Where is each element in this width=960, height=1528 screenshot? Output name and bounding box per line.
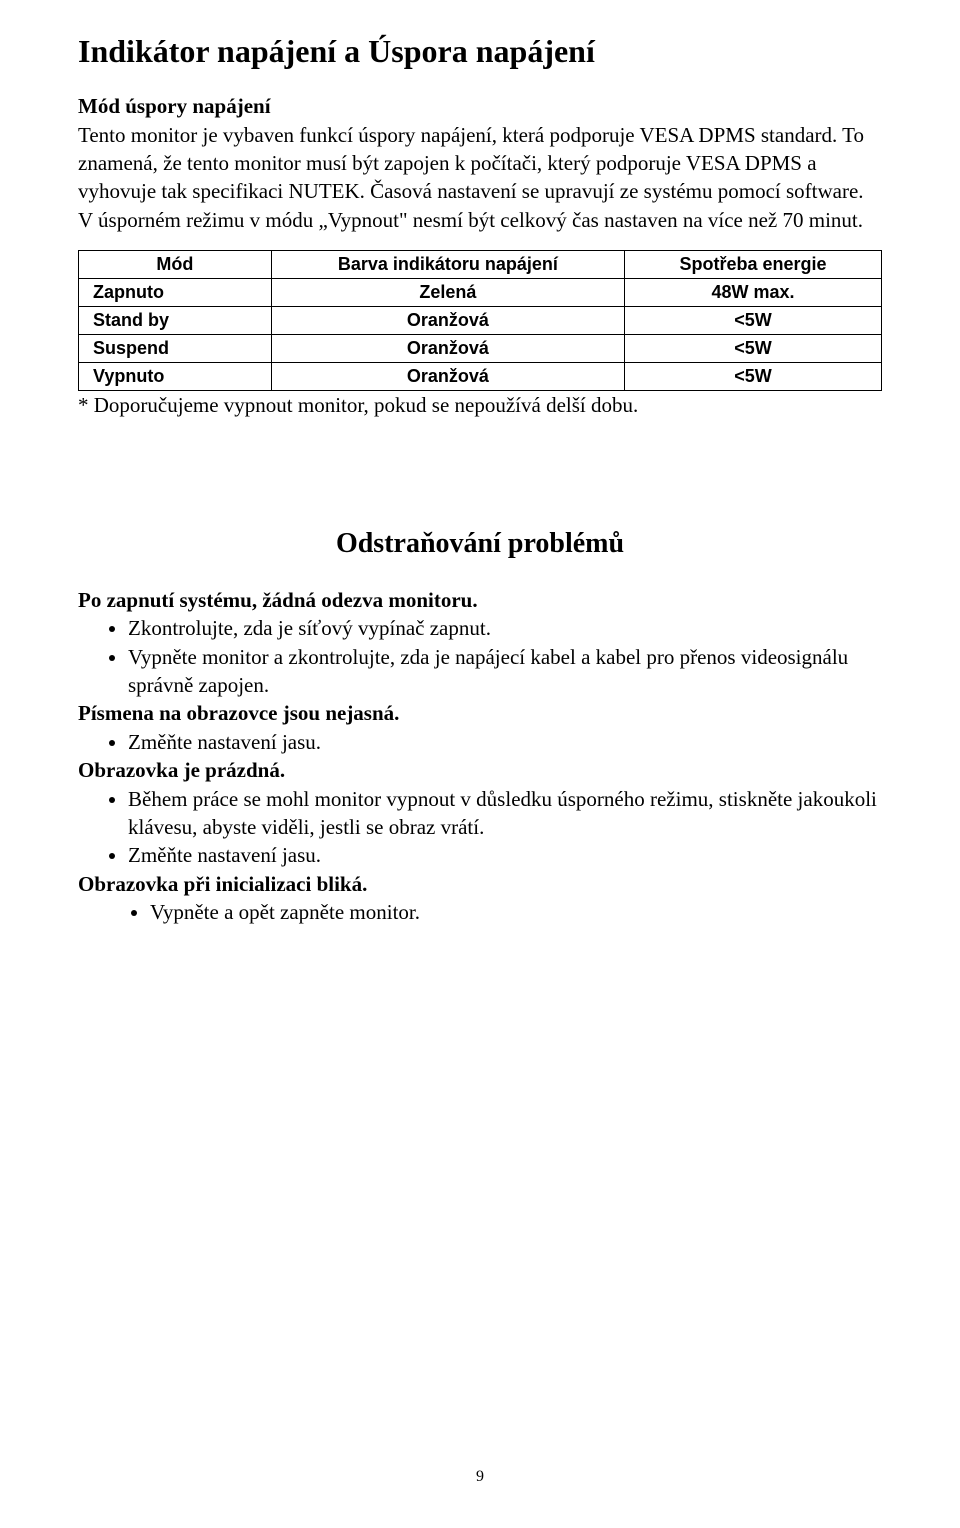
issue-bullets: Zkontrolujte, zda je síťový vypínač zapn… [78, 614, 882, 699]
table-row: Vypnuto Oranžová <5W [79, 363, 882, 391]
bullet-item: Změňte nastavení jasu. [128, 841, 882, 869]
bullet-item: Zkontrolujte, zda je síťový vypínač zapn… [128, 614, 882, 642]
td-energy: <5W [625, 363, 882, 391]
troubleshoot-block: Po zapnutí systému, žádná odezva monitor… [78, 586, 882, 926]
td-energy: <5W [625, 335, 882, 363]
table-footnote: * Doporučujeme vypnout monitor, pokud se… [78, 393, 882, 418]
td-indicator: Zelená [271, 279, 624, 307]
td-mode: Stand by [79, 307, 272, 335]
th-indicator: Barva indikátoru napájení [271, 251, 624, 279]
page-number: 9 [0, 1468, 960, 1486]
issue-bullets: Změňte nastavení jasu. [78, 728, 882, 756]
power-mode-table: Mód Barva indikátoru napájení Spotřeba e… [78, 250, 882, 391]
issue-title: Po zapnutí systému, žádná odezva monitor… [78, 586, 882, 614]
td-indicator: Oranžová [271, 307, 624, 335]
td-energy: 48W max. [625, 279, 882, 307]
bullet-item: Vypněte monitor a zkontrolujte, zda je n… [128, 643, 882, 700]
issue-bullets: Vypněte a opět zapněte monitor. [78, 898, 882, 926]
table-row: Zapnuto Zelená 48W max. [79, 279, 882, 307]
issue-bullets: Během práce se mohl monitor vypnout v dů… [78, 785, 882, 870]
td-indicator: Oranžová [271, 335, 624, 363]
th-mode: Mód [79, 251, 272, 279]
intro-body: Tento monitor je vybaven funkcí úspory n… [78, 123, 864, 232]
td-indicator: Oranžová [271, 363, 624, 391]
bullet-item: Během práce se mohl monitor vypnout v dů… [128, 785, 882, 842]
table-row: Stand by Oranžová <5W [79, 307, 882, 335]
td-mode: Vypnuto [79, 363, 272, 391]
bullet-item: Změňte nastavení jasu. [128, 728, 882, 756]
issue-title: Obrazovka při inicializaci bliká. [78, 870, 882, 898]
bullet-item: Vypněte a opět zapněte monitor. [150, 898, 882, 926]
issue-title: Obrazovka je prázdná. [78, 756, 882, 784]
table-header-row: Mód Barva indikátoru napájení Spotřeba e… [79, 251, 882, 279]
th-energy: Spotřeba energie [625, 251, 882, 279]
table-body: Zapnuto Zelená 48W max. Stand by Oranžov… [79, 279, 882, 391]
td-energy: <5W [625, 307, 882, 335]
td-mode: Suspend [79, 335, 272, 363]
intro-paragraph: Mód úspory napájení Tento monitor je vyb… [78, 92, 882, 234]
troubleshoot-heading: Odstraňování problémů [78, 528, 882, 560]
page-title: Indikátor napájení a Úspora napájení [78, 32, 882, 70]
table-row: Suspend Oranžová <5W [79, 335, 882, 363]
td-mode: Zapnuto [79, 279, 272, 307]
intro-subtitle: Mód úspory napájení [78, 94, 271, 118]
issue-title: Písmena na obrazovce jsou nejasná. [78, 699, 882, 727]
document-page: Indikátor napájení a Úspora napájení Mód… [0, 0, 960, 1528]
